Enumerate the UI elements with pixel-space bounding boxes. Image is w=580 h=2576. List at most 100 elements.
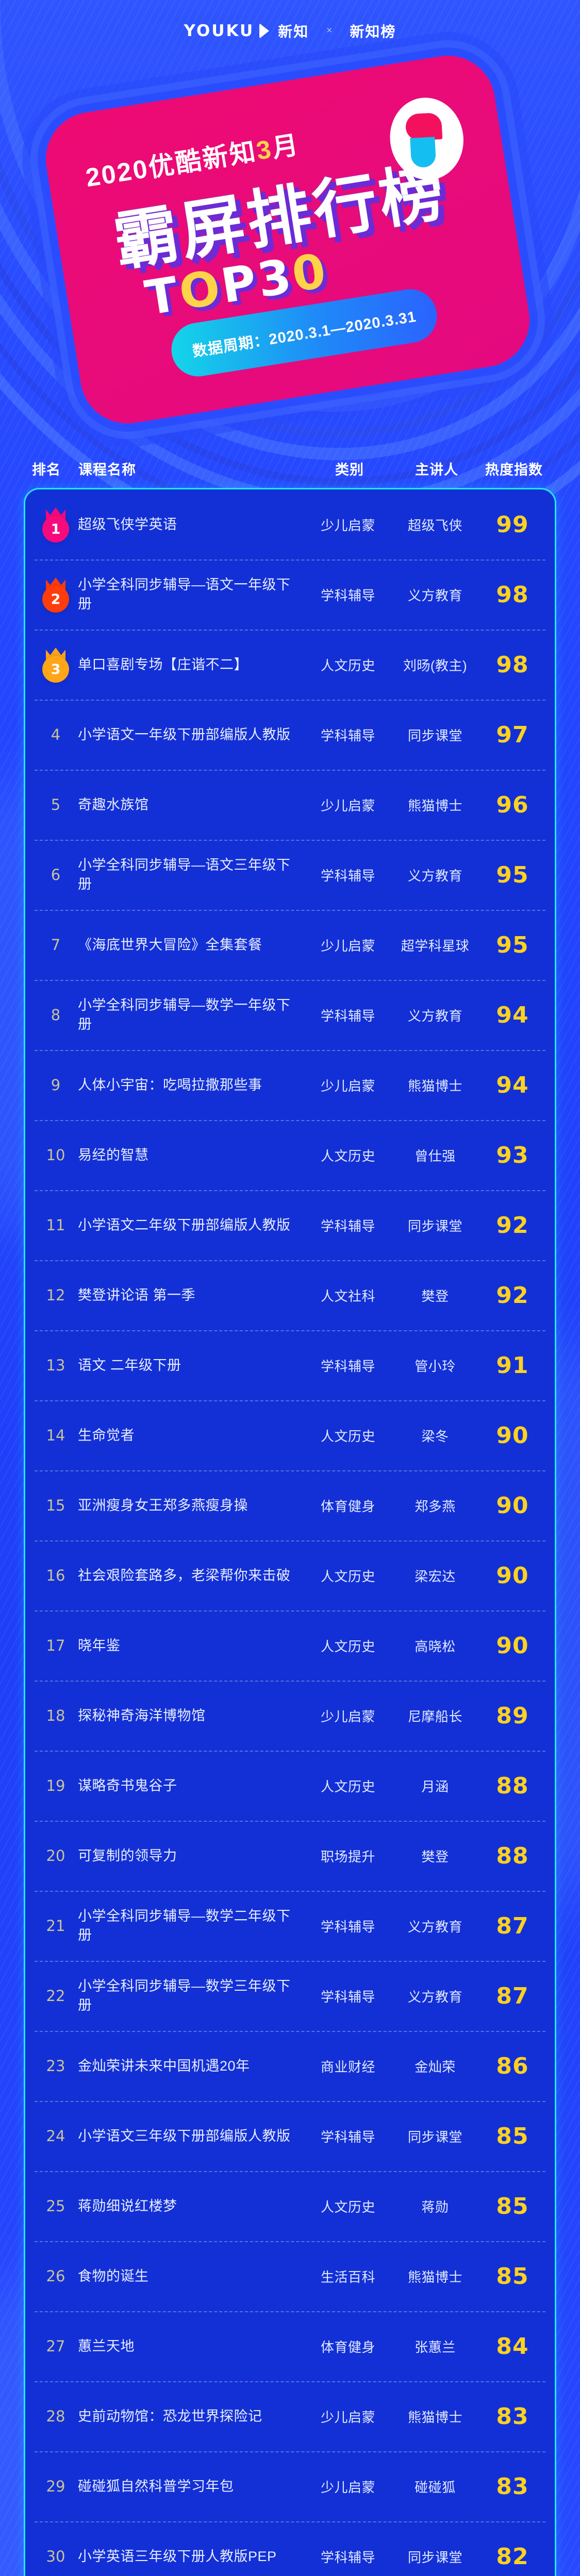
rank-number: 30 xyxy=(46,2548,65,2565)
table-row[interactable]: 21 小学全科同步辅导—数学二年级下册 学科辅导 义方教育 87 xyxy=(25,1891,555,1961)
heat-index-score: 90 xyxy=(496,1492,529,1519)
table-row[interactable]: 25 蒋勋细说红楼梦 人文历史 蒋勋 85 xyxy=(25,2171,555,2241)
table-row[interactable]: 18 探秘神奇海洋博物馆 少儿启蒙 尼摩船长 89 xyxy=(25,1681,555,1751)
column-header-host: 主讲人 xyxy=(415,462,458,478)
table-row[interactable]: 26 食物的诞生 生活百科 熊猫博士 85 xyxy=(25,2241,555,2311)
table-row[interactable]: 10 易经的智慧 人文历史 曾仕强 93 xyxy=(25,1120,555,1190)
cell-category: 学科辅导 xyxy=(304,1987,392,2006)
cell-score: 99 xyxy=(478,512,546,538)
host-label: 同步课堂 xyxy=(407,2129,462,2145)
host-label: 樊登 xyxy=(421,1849,449,1865)
cell-rank: 15 xyxy=(34,1497,78,1514)
table-row[interactable]: 2 小学全科同步辅导—语文一年级下册 学科辅导 义方教育 98 xyxy=(25,560,555,630)
rank-number: 21 xyxy=(46,1917,65,1935)
category-label: 人文社科 xyxy=(320,1288,375,1304)
course-name: 生命觉者 xyxy=(78,1427,135,1443)
rank-badge-number: 3 xyxy=(42,656,69,683)
table-row[interactable]: 30 小学英语三年级下册人教版PEP 学科辅导 同步课堂 82 xyxy=(25,2521,555,2576)
cell-course-name: 小学全科同步辅导—数学一年级下册 xyxy=(78,996,304,1033)
table-row[interactable]: 23 金灿荣讲未来中国机遇20年 商业财经 金灿荣 86 xyxy=(25,2031,555,2101)
host-label: 熊猫博士 xyxy=(407,2269,462,2285)
heat-index-score: 97 xyxy=(496,721,529,748)
cell-rank: 20 xyxy=(34,1847,78,1865)
rank-number: 9 xyxy=(51,1076,61,1094)
table-row[interactable]: 13 语文 二年级下册 学科辅导 管小玲 91 xyxy=(25,1330,555,1400)
table-row[interactable]: 27 蕙兰天地 体育健身 张蕙兰 84 xyxy=(25,2311,555,2381)
table-row[interactable]: 14 生命觉者 人文历史 梁冬 90 xyxy=(25,1400,555,1470)
table-row[interactable]: 6 小学全科同步辅导—语文三年级下册 学科辅导 义方教育 95 xyxy=(25,840,555,910)
heat-index-score: 85 xyxy=(496,2193,529,2219)
rank-number: 25 xyxy=(46,2197,65,2215)
cell-host: 梁宏达 xyxy=(392,1566,478,1585)
cell-host: 同步课堂 xyxy=(392,2547,478,2566)
table-row[interactable]: 28 史前动物馆：恐龙世界探险记 少儿启蒙 熊猫博士 83 xyxy=(25,2381,555,2451)
course-name: 奇趣水族馆 xyxy=(78,796,149,812)
cell-course-name: 蕙兰天地 xyxy=(78,2337,304,2356)
cell-score: 86 xyxy=(478,2053,546,2079)
cell-category: 少儿启蒙 xyxy=(304,515,392,534)
category-label: 职场提升 xyxy=(320,1849,375,1865)
host-label: 梁冬 xyxy=(421,1428,449,1444)
cell-host: 刘旸(教主) xyxy=(392,655,478,674)
host-label: 管小玲 xyxy=(415,1358,456,1374)
column-header-score: 热度指数 xyxy=(485,462,543,478)
table-row[interactable]: 7 《海底世界大冒险》全集套餐 少儿启蒙 超学科星球 95 xyxy=(25,910,555,980)
rank-number: 10 xyxy=(46,1146,65,1164)
cell-course-name: 谋略奇书鬼谷子 xyxy=(78,1776,304,1795)
cell-rank: 6 xyxy=(34,866,78,884)
table-row[interactable]: 8 小学全科同步辅导—数学一年级下册 学科辅导 义方教育 94 xyxy=(25,980,555,1050)
heat-index-score: 95 xyxy=(496,861,529,888)
table-row[interactable]: 19 谋略奇书鬼谷子 人文历史 月涵 88 xyxy=(25,1751,555,1821)
hero-banner: 2020优酷新知3月 霸屏排行榜 TOP30 数据周期：2020.3.1—202… xyxy=(0,48,580,459)
cell-host: 义方教育 xyxy=(392,585,478,604)
category-label: 生活百科 xyxy=(320,2269,375,2285)
table-row[interactable]: 17 晓年鉴 人文历史 高晓松 90 xyxy=(25,1611,555,1681)
host-label: 碰碰狐 xyxy=(415,2479,456,2495)
cell-score: 90 xyxy=(478,1493,546,1519)
cell-score: 85 xyxy=(478,2263,546,2290)
cell-category: 职场提升 xyxy=(304,1846,392,1866)
rank-number: 8 xyxy=(51,1006,61,1024)
table-row[interactable]: 9 人体小宇宙：吃喝拉撒那些事 少儿启蒙 熊猫博士 94 xyxy=(25,1050,555,1120)
heat-index-score: 98 xyxy=(496,581,529,608)
table-row[interactable]: 29 碰碰狐自然科普学习年包 少儿启蒙 碰碰狐 83 xyxy=(25,2451,555,2521)
cell-course-name: 语文 二年级下册 xyxy=(78,1356,304,1375)
heat-index-score: 90 xyxy=(496,1562,529,1589)
host-label: 超学科星球 xyxy=(401,938,470,954)
category-label: 学科辅导 xyxy=(320,2129,375,2145)
cell-category: 人文历史 xyxy=(304,1146,392,1165)
table-row[interactable]: 4 小学语文一年级下册部编版人教版 学科辅导 同步课堂 97 xyxy=(25,700,555,770)
cell-host: 曾仕强 xyxy=(392,1146,478,1165)
host-label: 曾仕强 xyxy=(415,1148,456,1164)
hero-subtitle-suffix: 月 xyxy=(270,130,302,163)
table-row[interactable]: 22 小学全科同步辅导—数学三年级下册 学科辅导 义方教育 87 xyxy=(25,1961,555,2031)
cell-rank: 19 xyxy=(34,1777,78,1794)
cell-score: 90 xyxy=(478,1563,546,1589)
host-label: 义方教育 xyxy=(407,1989,462,2005)
table-row[interactable]: 24 小学语文三年级下册部编版人教版 学科辅导 同步课堂 85 xyxy=(25,2101,555,2171)
cell-course-name: 蒋勋细说红楼梦 xyxy=(78,2197,304,2216)
cell-host: 熊猫博士 xyxy=(392,2267,478,2286)
table-row[interactable]: 5 奇趣水族馆 少儿启蒙 熊猫博士 96 xyxy=(25,770,555,840)
rank-number: 16 xyxy=(46,1567,65,1584)
table-row[interactable]: 12 樊登讲论语 第一季 人文社科 樊登 92 xyxy=(25,1260,555,1330)
cell-course-name: 社会艰险套路多，老梁帮你来击破 xyxy=(78,1566,304,1585)
course-name: 小学语文三年级下册部编版人教版 xyxy=(78,2128,291,2144)
youku-play-mark-icon xyxy=(259,23,273,39)
cell-rank: 1 xyxy=(34,506,78,543)
cell-score: 88 xyxy=(478,1843,546,1869)
table-row[interactable]: 11 小学语文二年级下册部编版人教版 学科辅导 同步课堂 92 xyxy=(25,1190,555,1260)
table-row[interactable]: 20 可复制的领导力 职场提升 樊登 88 xyxy=(25,1821,555,1891)
cell-category: 少儿启蒙 xyxy=(304,936,392,955)
cell-course-name: 超级飞侠学英语 xyxy=(78,515,304,534)
cell-category: 少儿启蒙 xyxy=(304,1076,392,1095)
cell-rank: 2 xyxy=(34,577,78,613)
table-row[interactable]: 16 社会艰险套路多，老梁帮你来击破 人文历史 梁宏达 90 xyxy=(25,1540,555,1611)
table-row[interactable]: 3 单口喜剧专场【庄谐不二】 人文历史 刘旸(教主) 98 xyxy=(25,630,555,700)
cell-score: 94 xyxy=(478,1072,546,1098)
rank-number: 22 xyxy=(46,1987,65,2005)
table-row[interactable]: 15 亚洲瘦身女王郑多燕瘦身操 体育健身 郑多燕 90 xyxy=(25,1470,555,1540)
course-name: 超级飞侠学英语 xyxy=(78,516,177,532)
course-name: 蒋勋细说红楼梦 xyxy=(78,2198,177,2214)
table-row[interactable]: 1 超级飞侠学英语 少儿启蒙 超级飞侠 99 xyxy=(25,489,555,560)
